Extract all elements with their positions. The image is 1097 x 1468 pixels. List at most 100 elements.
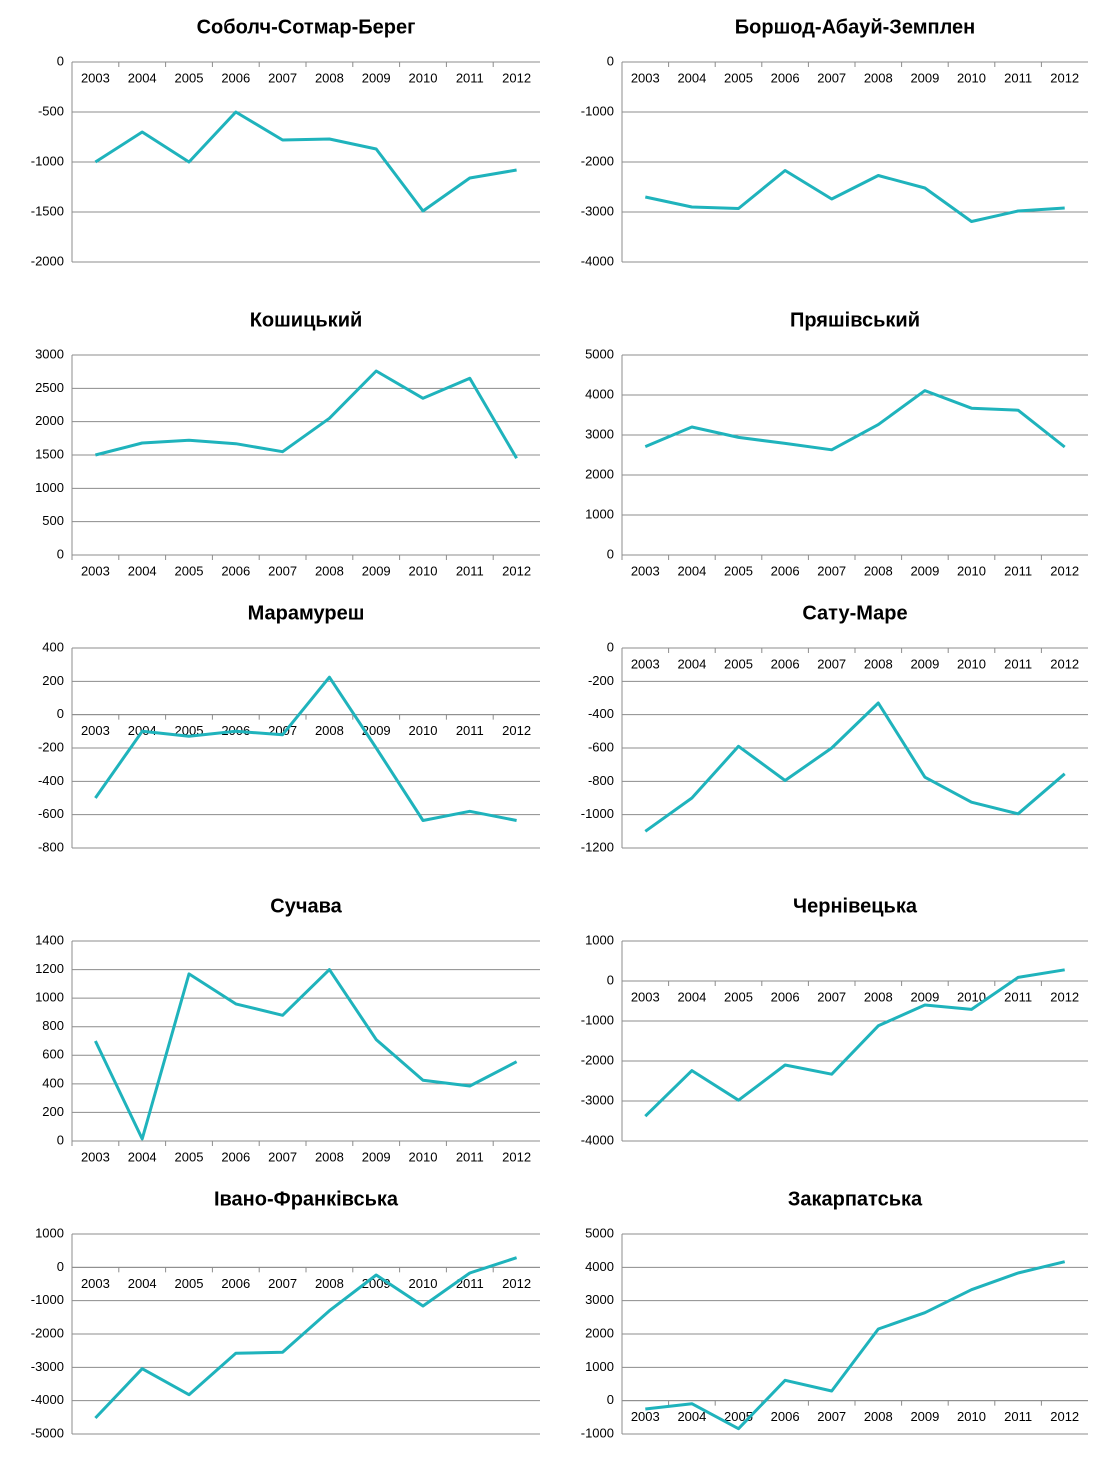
series-line xyxy=(95,369,518,460)
y-tick-label: 1000 xyxy=(585,932,614,947)
y-tick-label: 3000 xyxy=(585,1292,614,1307)
y-tick-label: -200 xyxy=(588,673,614,688)
y-tick-label: 0 xyxy=(607,1392,614,1407)
x-tick-label: 2004 xyxy=(677,1409,706,1424)
chart-title: Закарпатська xyxy=(788,1188,923,1210)
y-tick-label: -2000 xyxy=(581,153,614,168)
y-tick-label: 4000 xyxy=(585,1259,614,1274)
x-tick-label: 2007 xyxy=(817,70,846,85)
x-tick-label: 2003 xyxy=(631,989,660,1004)
x-tick-label: 2006 xyxy=(221,1149,250,1164)
y-tick-label: -400 xyxy=(38,773,64,788)
y-tick-label: -1000 xyxy=(581,1425,614,1440)
y-tick-label: -4000 xyxy=(581,253,614,268)
x-tick-label: 2011 xyxy=(1004,563,1032,578)
series-line xyxy=(94,675,517,822)
x-tick-label: 2008 xyxy=(864,1409,893,1424)
y-tick-label: 400 xyxy=(42,1075,64,1090)
x-tick-label: 2007 xyxy=(268,70,297,85)
x-tick-label: 2009 xyxy=(362,1149,391,1164)
y-tick-label: -600 xyxy=(38,806,64,821)
x-tick-label: 2010 xyxy=(957,70,986,85)
y-tick-label: -1000 xyxy=(581,103,614,118)
x-tick-label: 2005 xyxy=(175,1149,204,1164)
y-tick-label: 600 xyxy=(42,1047,64,1062)
x-tick-label: 2008 xyxy=(315,723,344,738)
chart-title: Соболч-Сотмар-Берег xyxy=(197,16,416,38)
x-tick-label: 2003 xyxy=(81,70,110,85)
y-tick-label: 4000 xyxy=(585,386,614,401)
chart-title: Сату-Маре xyxy=(802,602,907,624)
y-tick-label: 5000 xyxy=(585,346,614,361)
y-tick-label: 0 xyxy=(57,546,64,561)
y-tick-label: -2000 xyxy=(31,1325,64,1340)
x-tick-label: 2003 xyxy=(81,1276,110,1291)
y-tick-label: -400 xyxy=(588,706,614,721)
y-tick-label: -5000 xyxy=(31,1425,64,1440)
x-tick-label: 2012 xyxy=(1050,563,1079,578)
y-tick-label: 200 xyxy=(42,1104,64,1119)
x-tick-label: 2004 xyxy=(128,1276,157,1291)
series-line xyxy=(644,169,1065,223)
x-tick-label: 2005 xyxy=(724,656,753,671)
x-tick-label: 2010 xyxy=(957,1409,986,1424)
y-tick-label: 0 xyxy=(57,1132,64,1147)
x-tick-label: 2004 xyxy=(128,1149,157,1164)
x-tick-label: 2006 xyxy=(771,656,800,671)
y-tick-label: 3000 xyxy=(585,426,614,441)
y-tick-label: -1000 xyxy=(31,153,64,168)
x-tick-label: 2004 xyxy=(677,989,706,1004)
x-tick-label: 2011 xyxy=(456,723,484,738)
y-tick-label: 0 xyxy=(607,53,614,68)
x-tick-label: 2009 xyxy=(362,70,391,85)
x-tick-label: 2005 xyxy=(724,70,753,85)
x-tick-label: 2004 xyxy=(677,70,706,85)
x-tick-label: 2008 xyxy=(315,1276,344,1291)
y-tick-label: 3000 xyxy=(35,346,64,361)
chart-title: Марамуреш xyxy=(248,602,365,624)
x-tick-label: 2006 xyxy=(221,563,250,578)
x-tick-label: 2007 xyxy=(817,656,846,671)
y-tick-label: -3000 xyxy=(581,1092,614,1107)
x-tick-label: 2011 xyxy=(456,1149,484,1164)
y-tick-label: 500 xyxy=(42,513,64,528)
x-tick-label: 2010 xyxy=(409,1276,438,1291)
x-tick-label: 2009 xyxy=(910,70,939,85)
chart-title: Сучава xyxy=(270,895,342,917)
x-tick-label: 2009 xyxy=(910,656,939,671)
chart-title: Боршод-Абауй-Земплен xyxy=(735,16,975,38)
x-tick-label: 2012 xyxy=(1050,70,1079,85)
x-tick-label: 2008 xyxy=(864,656,893,671)
x-tick-label: 2012 xyxy=(502,70,531,85)
x-tick-label: 2006 xyxy=(221,70,250,85)
y-tick-label: 2000 xyxy=(585,466,614,481)
y-tick-label: -500 xyxy=(38,103,64,118)
x-tick-label: 2010 xyxy=(409,563,438,578)
y-tick-label: -1200 xyxy=(581,839,614,854)
x-tick-label: 2012 xyxy=(1050,989,1079,1004)
series-line xyxy=(644,968,1065,1118)
series-line xyxy=(644,701,1066,833)
y-tick-label: -2000 xyxy=(581,1052,614,1067)
x-tick-label: 2005 xyxy=(175,563,204,578)
x-tick-label: 2003 xyxy=(631,1409,660,1424)
chart-title: Івано-Франківська xyxy=(214,1188,399,1210)
y-tick-label: -1000 xyxy=(581,1012,614,1027)
series-line xyxy=(94,968,518,1141)
y-tick-label: 2000 xyxy=(585,1325,614,1340)
y-tick-label: 0 xyxy=(607,546,614,561)
x-tick-label: 2012 xyxy=(502,1149,531,1164)
x-tick-label: 2007 xyxy=(817,989,846,1004)
y-tick-label: -2000 xyxy=(31,253,64,268)
y-tick-label: 1400 xyxy=(35,932,64,947)
x-tick-label: 2003 xyxy=(631,656,660,671)
y-tick-label: -1000 xyxy=(31,1292,64,1307)
x-tick-label: 2005 xyxy=(175,70,204,85)
series-line xyxy=(94,1256,518,1420)
x-tick-label: 2011 xyxy=(456,1276,484,1291)
x-tick-label: 2012 xyxy=(502,1276,531,1291)
y-tick-label: -1500 xyxy=(31,203,64,218)
x-tick-label: 2004 xyxy=(128,563,157,578)
x-tick-label: 2003 xyxy=(631,70,660,85)
